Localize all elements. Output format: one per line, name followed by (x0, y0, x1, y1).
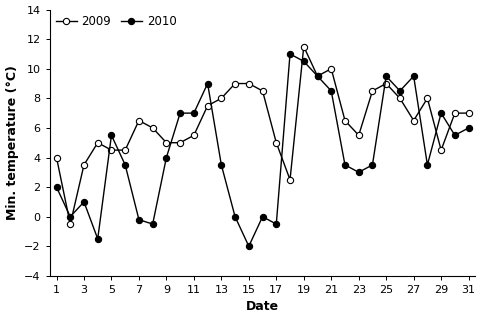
2009 (328, 67, 334, 70)
Line: 2010: 2010 (54, 51, 472, 249)
2010 (67, 215, 73, 219)
2009 (466, 111, 471, 115)
2010 (315, 74, 321, 78)
2010 (301, 59, 307, 63)
Line: 2009: 2009 (54, 43, 472, 227)
2010 (150, 222, 156, 226)
2009 (95, 141, 101, 145)
2010 (122, 163, 128, 167)
2010 (397, 89, 403, 93)
2009 (122, 148, 128, 152)
2010 (246, 244, 252, 248)
2010 (191, 111, 197, 115)
2010 (108, 133, 114, 137)
2009 (356, 133, 362, 137)
2010 (425, 163, 430, 167)
2009 (191, 133, 197, 137)
2009 (67, 222, 73, 226)
2010 (383, 74, 389, 78)
2009 (232, 82, 238, 85)
2010 (260, 215, 266, 219)
X-axis label: Date: Date (246, 300, 279, 314)
2010 (205, 82, 211, 85)
2009 (315, 74, 321, 78)
2009 (425, 96, 430, 100)
2009 (301, 45, 307, 48)
2010 (81, 200, 87, 204)
2009 (136, 119, 142, 122)
Y-axis label: Min. temperature (°C): Min. temperature (°C) (6, 65, 18, 220)
2010 (452, 133, 458, 137)
2010 (342, 163, 348, 167)
2009 (205, 104, 211, 108)
2009 (287, 178, 293, 182)
2009 (438, 148, 444, 152)
2009 (411, 119, 416, 122)
2010 (466, 126, 471, 130)
2010 (287, 52, 293, 56)
Legend: 2009, 2010: 2009, 2010 (53, 13, 179, 31)
2009 (260, 89, 266, 93)
2009 (81, 163, 87, 167)
2009 (177, 141, 183, 145)
2010 (411, 74, 416, 78)
2010 (218, 163, 224, 167)
2009 (452, 111, 458, 115)
2010 (370, 163, 375, 167)
2010 (163, 156, 169, 160)
2010 (54, 185, 59, 189)
2010 (232, 215, 238, 219)
2009 (108, 148, 114, 152)
2009 (383, 82, 389, 85)
2009 (54, 156, 59, 160)
2010 (328, 89, 334, 93)
2010 (438, 111, 444, 115)
2009 (150, 126, 156, 130)
2009 (273, 141, 279, 145)
2009 (342, 119, 348, 122)
2010 (95, 237, 101, 241)
2010 (136, 218, 142, 222)
2010 (177, 111, 183, 115)
2009 (218, 96, 224, 100)
2009 (397, 96, 403, 100)
2010 (356, 170, 362, 174)
2009 (370, 89, 375, 93)
2010 (273, 222, 279, 226)
2009 (163, 141, 169, 145)
2009 (246, 82, 252, 85)
